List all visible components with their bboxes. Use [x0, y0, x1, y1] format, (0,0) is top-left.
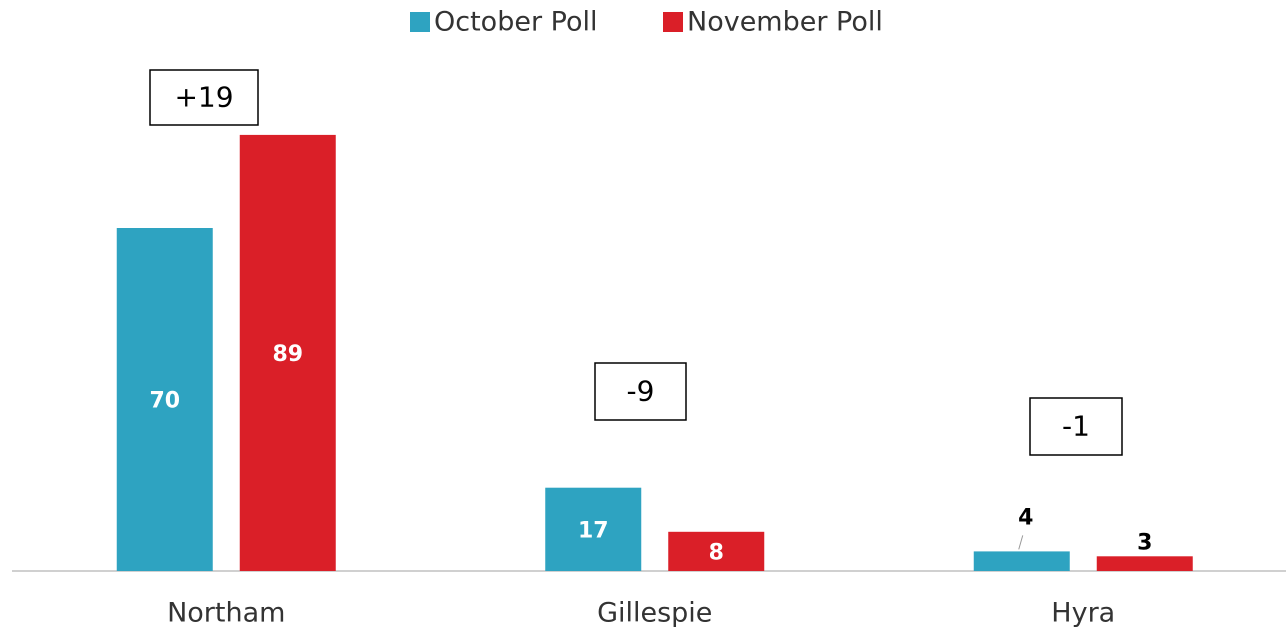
- data-label: 4: [1018, 505, 1033, 530]
- leader-line: [1018, 535, 1024, 550]
- x-tick-label: Hyra: [1051, 598, 1115, 629]
- annotation: -1: [1062, 410, 1090, 443]
- bar: [239, 134, 336, 571]
- x-tick-label: Gillespie: [597, 598, 712, 629]
- annotation-box: [1029, 397, 1123, 456]
- data-label: 70: [149, 389, 180, 414]
- data-label: 89: [272, 342, 303, 367]
- bar: [1096, 556, 1193, 571]
- bar: [973, 551, 1070, 571]
- bar: [545, 487, 642, 571]
- data-label: 3: [1137, 530, 1152, 555]
- bar: [116, 228, 213, 571]
- legend-swatch: [410, 12, 430, 32]
- x-tick-label: Northam: [167, 598, 285, 629]
- bar: [668, 531, 765, 571]
- data-label: 8: [709, 540, 724, 565]
- annotation-box: [594, 362, 687, 421]
- legend-label: November Poll: [687, 7, 883, 38]
- data-label: 17: [578, 518, 609, 543]
- annotation: -9: [627, 375, 655, 408]
- annotation-box: [149, 69, 259, 126]
- legend-swatch: [663, 12, 683, 32]
- legend-label: October Poll: [434, 7, 597, 38]
- annotation: +19: [174, 81, 233, 114]
